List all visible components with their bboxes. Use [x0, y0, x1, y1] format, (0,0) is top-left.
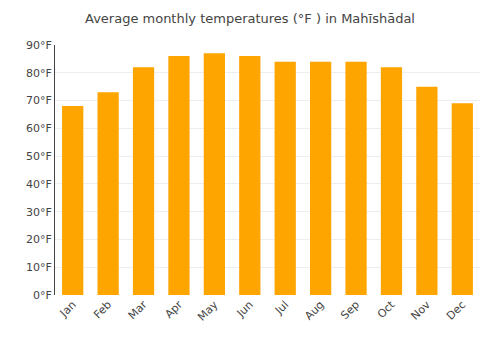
- svg-text:50°F: 50°F: [26, 150, 52, 163]
- svg-text:May: May: [195, 298, 221, 324]
- svg-text:10°F: 10°F: [26, 261, 52, 274]
- svg-text:0°F: 0°F: [33, 289, 52, 302]
- svg-text:Feb: Feb: [91, 298, 114, 321]
- svg-text:Dec: Dec: [444, 298, 468, 322]
- svg-text:Oct: Oct: [375, 298, 398, 321]
- svg-text:Nov: Nov: [409, 298, 434, 323]
- svg-text:Aug: Aug: [302, 298, 326, 322]
- svg-text:Jan: Jan: [57, 298, 79, 320]
- svg-text:40°F: 40°F: [26, 178, 52, 191]
- svg-text:60°F: 60°F: [26, 122, 52, 135]
- svg-text:90°F: 90°F: [26, 39, 52, 52]
- svg-text:20°F: 20°F: [26, 233, 52, 246]
- svg-text:Mar: Mar: [126, 298, 150, 322]
- svg-text:Jun: Jun: [234, 298, 256, 320]
- svg-text:Apr: Apr: [162, 298, 185, 321]
- svg-text:30°F: 30°F: [26, 206, 52, 219]
- svg-text:70°F: 70°F: [26, 94, 52, 107]
- svg-text:80°F: 80°F: [26, 67, 52, 80]
- svg-text:Average monthly temperatures (: Average monthly temperatures (°F ) in Ma…: [85, 11, 415, 26]
- svg-text:Sep: Sep: [338, 298, 362, 322]
- svg-text:Jul: Jul: [272, 298, 291, 317]
